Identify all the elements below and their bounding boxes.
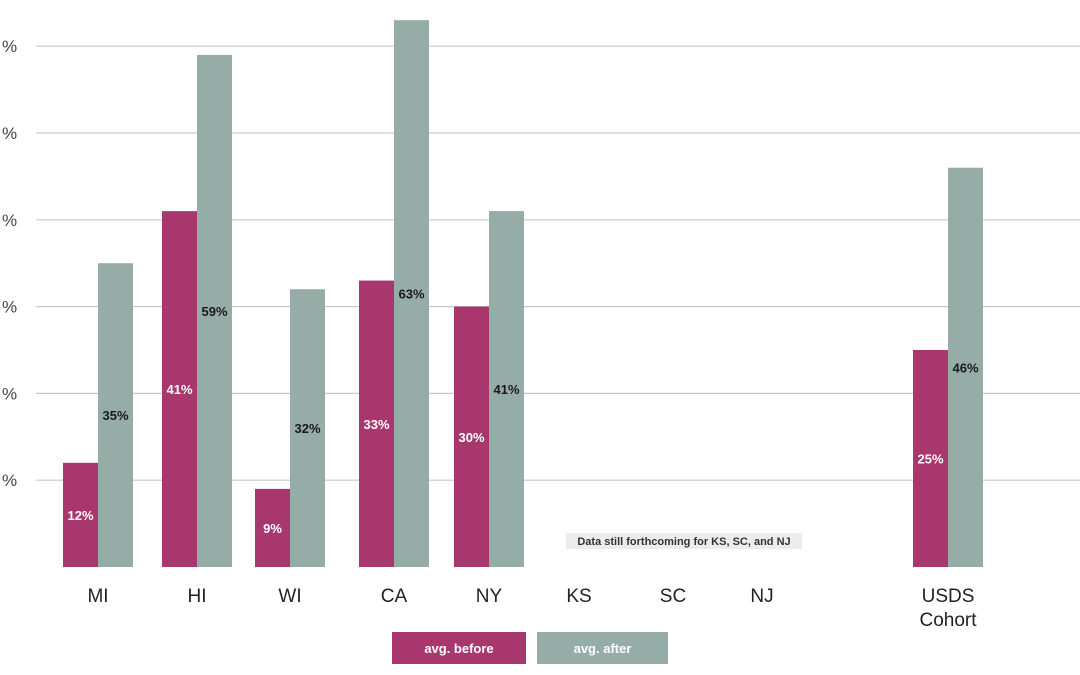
data-label: 41% xyxy=(166,382,192,397)
annotation-background xyxy=(566,533,802,549)
legend: avg. before avg. after xyxy=(392,632,668,664)
x-category-label: USDS xyxy=(922,586,975,607)
bar-after-hi xyxy=(197,54,232,567)
bar-before-wi xyxy=(255,488,290,567)
y-tick-label: % xyxy=(2,298,17,317)
bar-before-mi xyxy=(63,462,98,567)
data-label: 30% xyxy=(458,430,484,445)
data-label: 33% xyxy=(363,417,389,432)
x-category-label: KS xyxy=(566,586,591,607)
y-tick-label: % xyxy=(2,211,17,230)
y-tick-label: % xyxy=(2,124,17,143)
legend-label: avg. after xyxy=(574,641,632,656)
data-label: 25% xyxy=(917,452,943,467)
bar-after-wi xyxy=(290,289,325,567)
x-category-label: CA xyxy=(381,586,408,607)
y-tick-label: % xyxy=(2,471,17,490)
bar-before-usds-cohort xyxy=(913,350,948,567)
x-axis-category-labels: MI HI WI CA NY KS SC NJ USDS Cohort xyxy=(87,586,977,631)
bar-after-usds-cohort xyxy=(948,167,983,567)
bar-after-ca xyxy=(394,20,429,568)
annotation-note: Data still forthcoming for KS, SC, and N… xyxy=(566,533,802,549)
data-label: 63% xyxy=(398,287,424,302)
bars xyxy=(63,20,983,568)
x-category-label: HI xyxy=(188,586,207,607)
annotation-text: Data still forthcoming for KS, SC, and N… xyxy=(577,536,790,548)
data-label: 35% xyxy=(102,408,128,423)
x-category-label: Cohort xyxy=(919,610,977,631)
bar-after-mi xyxy=(98,263,133,567)
data-label: 12% xyxy=(67,508,93,523)
data-labels: 12% 41% 9% 33% 30% 25% 35% 59% 32% 63% 41% 46% xyxy=(67,287,978,536)
x-category-label: NJ xyxy=(750,586,773,607)
bar-before-hi xyxy=(162,211,197,567)
y-tick-label: % xyxy=(2,384,17,403)
bar-before-ca xyxy=(359,280,394,567)
data-label: 9% xyxy=(263,521,282,536)
y-axis-tick-labels: %%%%%% xyxy=(2,37,17,490)
data-label: 32% xyxy=(294,421,320,436)
bar-after-ny xyxy=(489,211,524,567)
data-label: 59% xyxy=(201,304,227,319)
legend-label: avg. before xyxy=(424,641,493,656)
legend-swatch xyxy=(537,632,668,664)
x-category-label: MI xyxy=(87,586,108,607)
bar-before-ny xyxy=(454,306,489,567)
data-label: 41% xyxy=(493,382,519,397)
data-label: 46% xyxy=(952,360,978,375)
y-tick-label: % xyxy=(2,37,17,56)
x-category-label: NY xyxy=(476,586,503,607)
x-category-label: SC xyxy=(660,586,686,607)
legend-swatch xyxy=(392,632,526,664)
x-category-label: WI xyxy=(278,586,301,607)
